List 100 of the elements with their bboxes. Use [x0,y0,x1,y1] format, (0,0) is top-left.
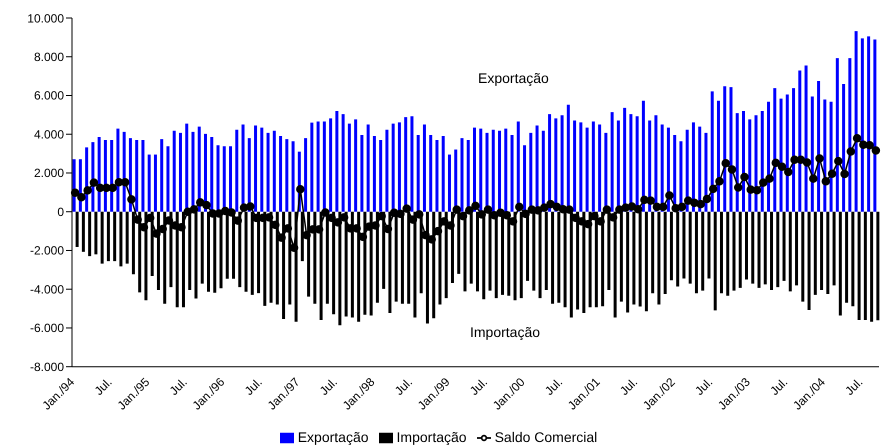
bar [148,154,151,212]
bar [94,212,98,254]
x-tick-label: Jul. [242,374,265,398]
bar [410,116,414,212]
bar [644,212,648,312]
legend-label: Saldo Comercial [494,428,598,445]
bar [876,212,880,320]
bar [598,124,602,212]
bar [688,212,692,284]
y-tick-label: 8.000 [34,50,64,64]
bar [758,212,761,288]
y-tick-label: 0 [57,204,64,219]
bar [442,136,445,212]
annotation: Exportação [478,70,549,86]
bar [292,141,295,212]
bar [260,128,264,212]
bar [76,212,79,247]
bar [279,136,282,212]
bar [329,118,332,212]
x-tick-label: Jul. [166,374,190,398]
bar [435,140,438,212]
bar [422,124,426,212]
y-tick-label: -6.000 [30,321,64,336]
bar [808,212,811,310]
bar [135,140,138,212]
bar [510,135,514,212]
bar [838,212,842,316]
bar [701,212,704,291]
y-tick-label: -8.000 [30,360,64,374]
y-tick-label: 6.000 [34,88,64,103]
annotation: Importação [470,324,540,340]
y-tick-label: 10.000 [27,11,64,26]
bar [788,212,792,292]
bar [776,212,780,288]
x-tick-label: Jul. [842,374,866,398]
bar [106,212,110,262]
bar [429,135,432,212]
bar [254,126,258,212]
y-tick-label: -2.000 [30,244,64,258]
bar [448,154,451,212]
bar [851,212,854,306]
bar [360,135,364,212]
bar [579,122,582,212]
bar [100,212,104,264]
bar [354,119,358,212]
bar [770,212,774,290]
bar [285,139,288,212]
bar [335,110,338,212]
bar [782,212,786,281]
legend-label: Importação [396,428,467,445]
bar [738,212,742,288]
bar [366,124,370,212]
bar [385,130,388,212]
bar [235,130,238,212]
bar [795,212,798,286]
bar [694,212,698,294]
bar [316,121,320,212]
y-tick-label: -4.000 [30,282,64,296]
bar [154,154,157,212]
bar [832,212,836,286]
bar [348,124,351,212]
bar [814,212,817,295]
bar [858,212,861,320]
bar [732,212,736,291]
x-tick-label: Jul. [467,374,490,398]
bar [178,132,182,212]
bar [751,212,754,284]
legend-label: Exportação [298,428,369,445]
bar [864,212,867,320]
bar [707,212,710,279]
bar [200,212,204,284]
bar [714,212,717,310]
x-tick-label: Jul. [92,374,115,398]
bar [573,120,576,212]
bar [586,128,589,212]
bar [126,212,129,264]
bar [310,122,314,212]
bar [720,212,723,294]
bar [801,212,804,302]
y-tick-label: 2.000 [34,166,64,180]
x-tick-label: Jul. [692,374,716,398]
bar [745,212,748,280]
bar [172,130,176,212]
y-tick-label: 4.000 [34,127,64,142]
bar [119,212,122,266]
x-tick-label: Jul. [767,374,790,398]
bar [113,212,116,262]
x-tick-label: Jul. [316,374,340,398]
bar [870,212,874,322]
bar [304,138,308,212]
bar [166,146,170,212]
bar [372,136,376,212]
bar [826,212,830,294]
bar [764,212,767,284]
bar [160,139,164,212]
bar [88,212,92,256]
bar [820,212,824,290]
x-tick-label: Jul. [542,374,566,398]
bar [726,212,730,296]
bar [141,140,144,212]
